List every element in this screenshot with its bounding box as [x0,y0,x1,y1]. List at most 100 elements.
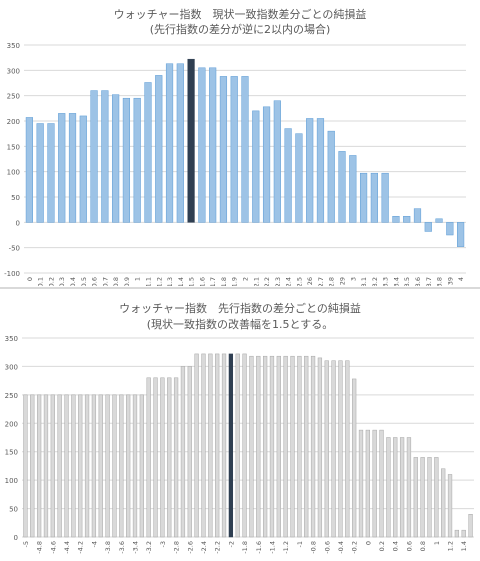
y-tick-label: 50 [9,506,18,514]
bar [399,437,405,538]
bar [221,353,227,538]
bar [435,218,443,223]
bar [122,97,131,223]
bar [215,353,220,538]
bar [454,529,460,538]
bar [252,110,260,223]
bar [370,172,378,223]
x-tick-label: 2.7 [317,277,325,286]
x-tick-label: 0 [26,277,34,281]
x-tick-label: 39 [446,277,454,285]
bar [208,353,213,538]
x-tick-label: 1 [433,541,441,545]
x-tick-label: -1.2 [282,541,290,554]
x-tick-label: 1.7 [209,277,217,286]
x-tick-label: 0.8 [112,277,120,286]
x-tick-label: 3.7 [425,277,433,286]
x-tick-label: 3.3 [382,277,390,286]
bar [306,118,314,223]
bar [290,355,295,538]
bar [180,366,186,538]
x-tick-label: -0.4 [337,541,345,554]
bar [381,172,389,223]
x-tick-label: -1 [296,541,304,547]
chart-1-title: ウォッチャー指数 現状一致指数差分ごとの純損益 [113,8,367,21]
bar [209,67,217,223]
y-tick-label: 0 [16,219,20,227]
y-tick-label: -100 [4,270,20,278]
bar [316,118,325,223]
bar [365,429,370,538]
y-tick-label: 100 [5,477,18,485]
x-tick-label: 1.4 [177,277,185,286]
x-tick-label: 2.5 [295,277,303,286]
bar [457,222,465,247]
x-tick-label: -4.6 [49,541,57,554]
x-tick-label: -4.2 [77,541,85,554]
x-tick-label: 3.8 [436,277,444,286]
bar [338,360,343,538]
bar [446,222,454,236]
bar [327,130,335,223]
x-tick-label: 0.7 [101,277,109,286]
bar [201,353,206,538]
bar [68,113,77,223]
bar [119,394,124,538]
bar [43,394,49,538]
bar [78,394,83,538]
bar [90,90,98,223]
y-tick-label: 200 [7,118,20,126]
chart-divider [0,287,480,289]
x-tick-label: 3.2 [371,277,379,286]
bar [310,355,316,538]
chart-panel-1: ウォッチャー指数 現状一致指数差分ごとの純損益 (先行指数の差分が逆に2以内の場… [4,8,466,286]
x-tick-label: 3 [349,277,357,281]
y-tick-label: 300 [7,67,20,75]
x-tick-label: -2.4 [200,541,208,554]
x-tick-label: 1.1 [144,277,152,286]
bar [358,429,364,538]
x-tick-label: 0.8 [419,541,427,551]
x-tick-label: 0.5 [80,277,88,286]
bar [64,394,69,538]
x-tick-label: 3.5 [403,277,411,286]
x-tick-label: 1.3 [166,277,174,286]
bar [47,123,55,223]
x-tick-label: -0.6 [323,541,331,554]
bar [447,474,453,538]
x-tick-label: 0.4 [392,541,400,551]
x-tick-label: 3.6 [414,277,422,286]
bar-highlighted [228,353,234,538]
x-tick-label: 1 [134,277,142,281]
bar [219,76,228,223]
bar [173,377,179,538]
bar [386,437,391,538]
bar [352,378,357,538]
x-tick-label: 1.2 [155,277,163,286]
x-tick-label: 2 [242,277,250,281]
bar [359,172,368,223]
chart-panel-2: ウォッチャー指数 先行指数の差分ごとの純損益 (現状一致指数の改善幅を1.5とす… [0,290,480,561]
bar [50,394,55,538]
x-tick-label: 0.1 [37,277,45,286]
bar [441,468,446,538]
bar [187,366,192,538]
bar [167,377,172,538]
bar [468,514,473,538]
x-tick-label: -2.8 [173,541,181,554]
bar [176,63,184,223]
bar [241,76,249,223]
bar [461,529,466,538]
y-tick-label: 250 [5,392,18,400]
bar [434,457,439,538]
bar [194,353,199,538]
bar [406,437,412,538]
bar [230,76,238,223]
bar [403,216,411,223]
bar [133,97,141,223]
x-tick-label: -4.4 [63,541,71,554]
bar [198,67,206,223]
x-tick-label: -4 [90,541,98,547]
